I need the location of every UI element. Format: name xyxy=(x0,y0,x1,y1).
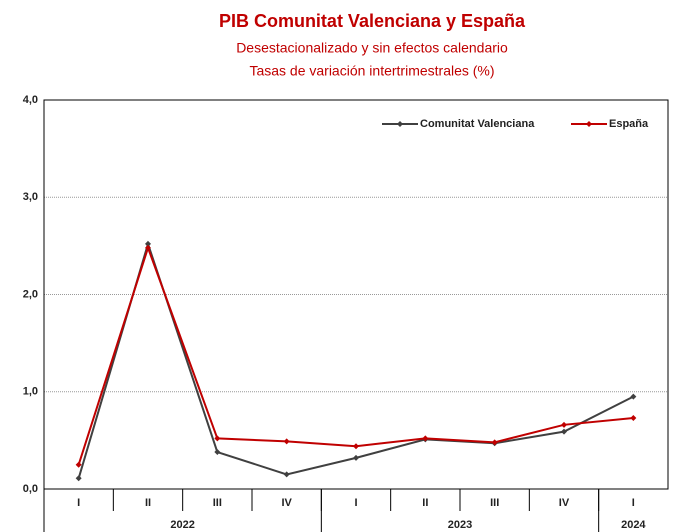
x-group-label: 2022 xyxy=(170,519,194,531)
x-tick-label: IV xyxy=(281,497,292,509)
point xyxy=(214,449,221,456)
y-tick-label: 4,0 xyxy=(23,94,38,106)
point xyxy=(353,443,359,450)
legend-label: Comunitat Valenciana xyxy=(420,118,535,130)
y-tick-label: 2,0 xyxy=(23,288,38,300)
legend-marker xyxy=(586,121,592,127)
x-tick-label: III xyxy=(213,497,222,509)
point xyxy=(145,244,151,251)
point xyxy=(422,435,429,442)
chart-subtitle: Tasas de variación intertrimestrales (%) xyxy=(249,63,494,79)
point xyxy=(145,240,151,247)
point xyxy=(491,439,498,446)
plot-border xyxy=(43,99,669,490)
x-tick-label: II xyxy=(422,497,428,509)
x-tick-label: I xyxy=(354,497,357,509)
x-tick-label: III xyxy=(490,497,499,509)
x-tick-label: I xyxy=(632,497,635,509)
point xyxy=(75,475,82,482)
point xyxy=(561,421,567,428)
y-tick-label: 0,0 xyxy=(23,483,38,495)
point xyxy=(214,435,221,442)
x-tick-label: IV xyxy=(559,497,570,509)
legend-label: España xyxy=(609,118,649,130)
series-line xyxy=(77,240,634,479)
point xyxy=(283,471,290,478)
series-line xyxy=(77,244,634,465)
y-tick-label: 3,0 xyxy=(23,191,38,203)
x-tick-label: I xyxy=(77,497,80,509)
x-group-label: 2024 xyxy=(621,519,646,531)
y-tick-label: 1,0 xyxy=(23,386,38,398)
x-tick-label: II xyxy=(145,497,151,509)
chart-subtitle: Desestacionalizado y sin efectos calenda… xyxy=(236,40,508,56)
x-group-label: 2023 xyxy=(448,519,472,531)
point xyxy=(630,393,637,400)
legend-marker xyxy=(397,121,403,127)
point xyxy=(353,454,359,461)
point xyxy=(561,428,567,435)
point xyxy=(283,438,290,445)
chart-title: PIB Comunitat Valenciana y España xyxy=(219,11,526,31)
point xyxy=(630,415,637,422)
point xyxy=(75,461,82,468)
